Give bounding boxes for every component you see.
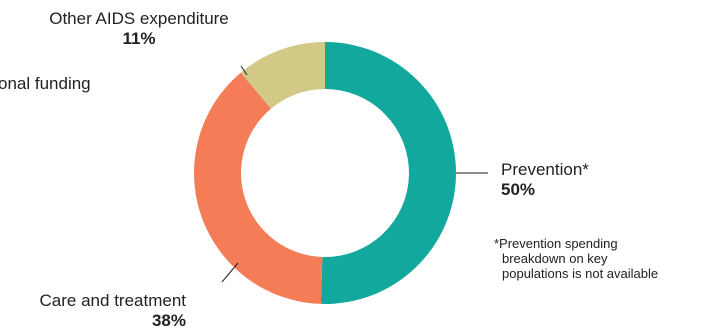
other-expenditure-percent: 11% — [122, 29, 156, 48]
other-expenditure-label: Other AIDS expenditure 11% — [38, 9, 240, 49]
footnote-line: breakdown on key — [502, 251, 608, 266]
prevention-footnote: *Prevention spending breakdown on key po… — [494, 236, 658, 281]
care-treatment-percent: 38% — [151, 311, 186, 330]
donut-slice-prevention — [320, 42, 457, 304]
donut-slice-care-and-treatment — [194, 72, 323, 304]
prevention-percent: 50% — [501, 180, 536, 199]
donut-slice-other-aids-expenditure — [240, 42, 325, 109]
other-expenditure-name: Other AIDS expenditure — [49, 9, 229, 28]
leader-line-other — [240, 65, 248, 76]
care-treatment-label: Care and treatment 38% — [34, 291, 186, 331]
footnote-line: populations is not available — [502, 266, 659, 281]
prevention-name: Prevention* — [501, 160, 589, 179]
footnote-line: *Prevention spending — [494, 236, 618, 251]
leader-line-care — [221, 262, 239, 283]
funding-label-fragment: onal funding — [0, 74, 91, 93]
care-treatment-name: Care and treatment — [39, 291, 186, 310]
prevention-label: Prevention* 50% — [501, 160, 589, 200]
